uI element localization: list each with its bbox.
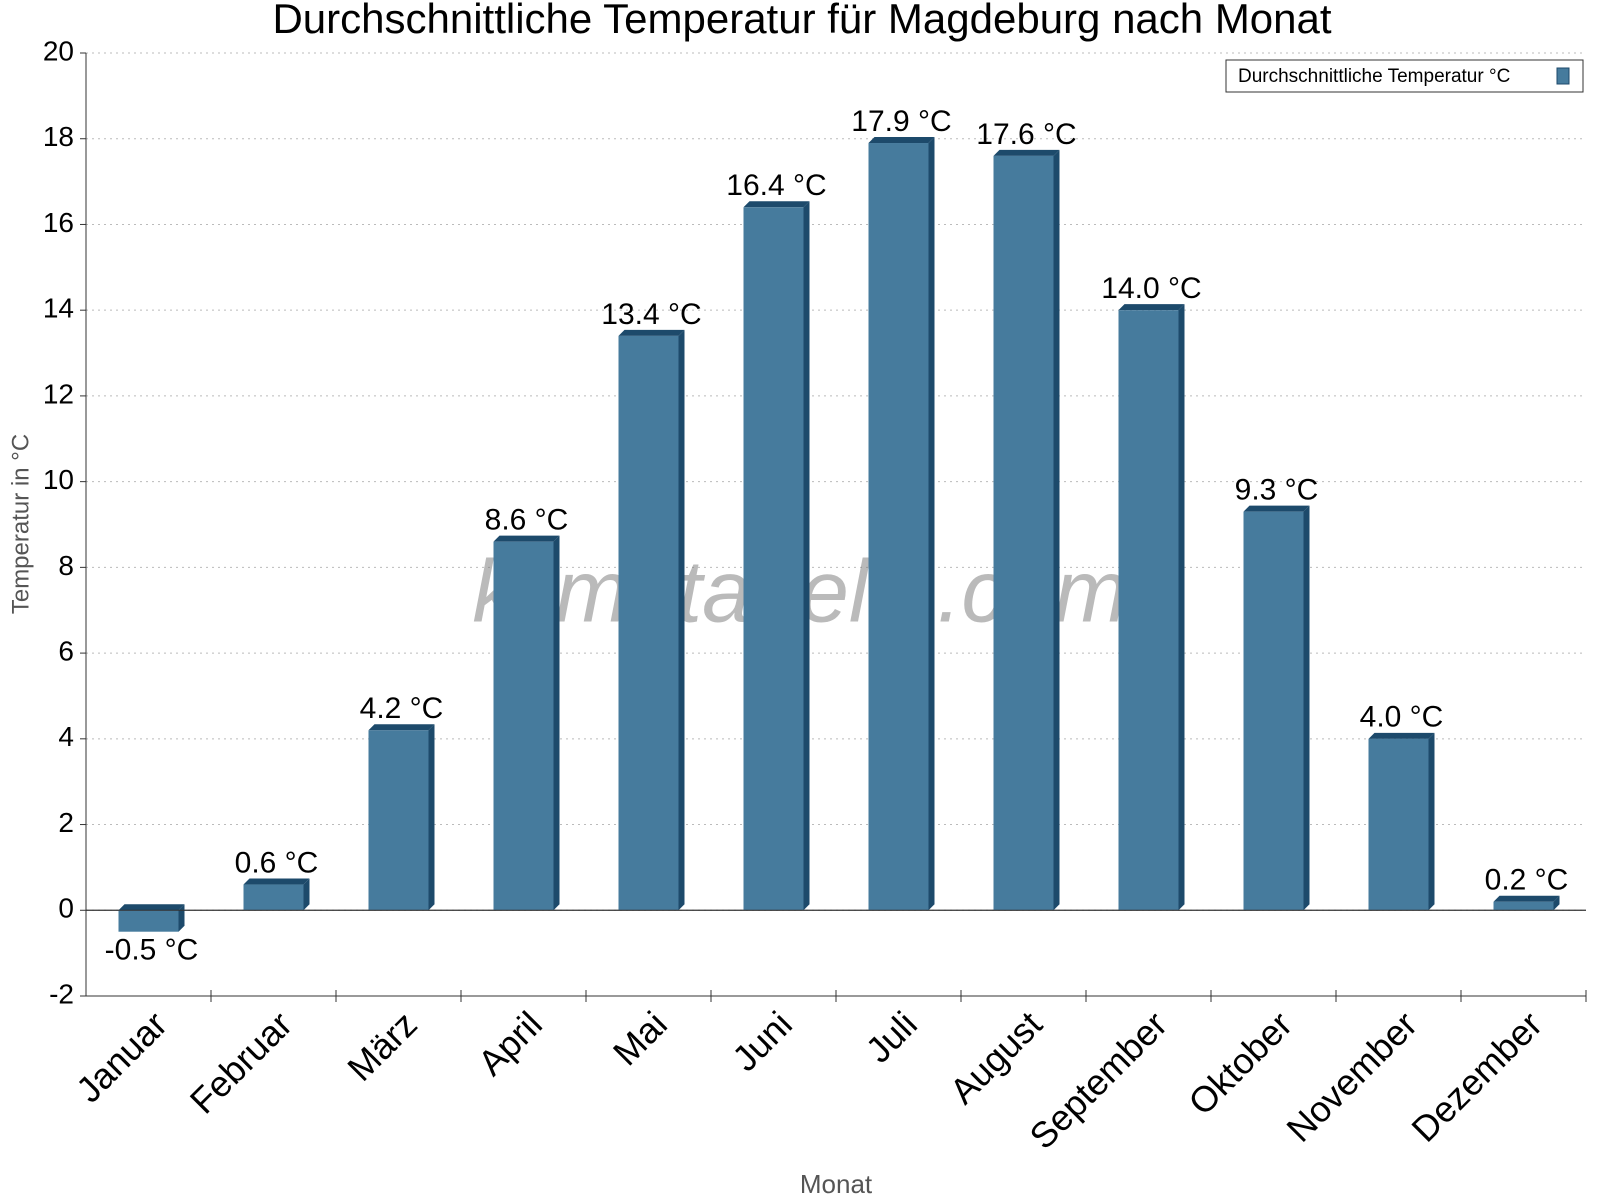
x-tick-label: Februar <box>182 1003 300 1121</box>
bar <box>868 143 929 911</box>
y-axis-label: Temperatur in °C <box>7 434 34 614</box>
bar-top <box>493 535 560 542</box>
bar-side <box>1553 895 1560 911</box>
bar <box>118 910 179 932</box>
y-tick-label: 6 <box>58 635 74 666</box>
x-tick-label: November <box>1278 1003 1424 1149</box>
bar-side <box>928 137 935 911</box>
value-label: 0.2 °C <box>1485 864 1569 897</box>
y-tick-label: -2 <box>49 978 74 1009</box>
value-label: 17.6 °C <box>976 118 1076 151</box>
bar-side <box>178 904 185 932</box>
legend-box <box>1225 59 1584 93</box>
bar-top <box>243 878 310 885</box>
value-label: -0.5 °C <box>105 934 199 967</box>
x-tick-label: Januar <box>68 1003 175 1110</box>
bar-top <box>368 724 435 731</box>
x-axis-label: Monat <box>800 1169 873 1199</box>
x-tick-label: August <box>942 1003 1050 1111</box>
bar <box>1243 511 1304 911</box>
bar-side <box>553 535 560 911</box>
bar-side <box>1178 304 1185 911</box>
bar-side <box>803 201 810 911</box>
y-tick-label: 18 <box>43 121 74 152</box>
bar-side <box>428 724 435 911</box>
bar-top <box>1118 304 1185 311</box>
x-tick-label: März <box>339 1003 425 1089</box>
bar-top <box>993 149 1060 156</box>
bar-top <box>618 329 685 336</box>
bar-top <box>1243 505 1310 512</box>
bar-top <box>118 904 185 911</box>
y-tick-label: 8 <box>58 550 74 581</box>
bar-top <box>743 201 810 208</box>
bar <box>243 884 304 911</box>
value-label: 4.0 °C <box>1360 701 1444 734</box>
y-tick-label: 12 <box>43 378 74 409</box>
bar-top <box>868 137 935 144</box>
bar <box>1368 738 1429 911</box>
x-tick-label: April <box>470 1003 550 1083</box>
y-tick-label: 16 <box>43 207 74 238</box>
value-label: 9.3 °C <box>1235 474 1319 507</box>
y-tick-label: 20 <box>43 35 74 66</box>
bar-side <box>303 878 310 911</box>
bar-side <box>1428 732 1435 911</box>
x-tick-label: Juni <box>724 1003 800 1079</box>
legend-label: Durchschnittliche Temperatur °C <box>1238 66 1510 87</box>
chart-title: Durchschnittliche Temperatur für Magdebu… <box>272 0 1331 42</box>
x-tick-label: Mai <box>605 1003 675 1073</box>
bar <box>368 730 429 911</box>
x-tick-label: September <box>1021 1003 1175 1157</box>
bar-side <box>1053 149 1060 911</box>
legend: Durchschnittliche Temperatur °C <box>1225 59 1584 93</box>
x-tick-label: Juli <box>858 1003 925 1070</box>
bar-side <box>678 329 685 911</box>
value-label: 14.0 °C <box>1101 272 1201 305</box>
bar <box>1118 310 1179 911</box>
value-label: 13.4 °C <box>601 298 701 331</box>
value-label: 17.9 °C <box>851 105 951 138</box>
bar <box>743 207 804 911</box>
bar-side <box>1303 505 1310 911</box>
y-tick-label: 10 <box>43 464 74 495</box>
value-label: 16.4 °C <box>726 169 826 202</box>
legend-swatch <box>1556 67 1570 85</box>
bar-top <box>1493 895 1560 902</box>
value-label: 4.2 °C <box>360 692 444 725</box>
y-tick-label: 0 <box>58 893 74 924</box>
value-label: 8.6 °C <box>485 504 569 537</box>
value-label: 0.6 °C <box>235 846 319 879</box>
x-tick-label: Dezember <box>1403 1003 1549 1149</box>
bar-top <box>1368 732 1435 739</box>
x-tick-label: Oktober <box>1180 1003 1300 1123</box>
bar <box>618 335 679 911</box>
bar <box>1493 901 1554 911</box>
y-tick-label: 14 <box>43 293 74 324</box>
bar <box>993 155 1054 911</box>
y-tick-label: 4 <box>58 721 74 752</box>
bar <box>493 541 554 911</box>
y-tick-label: 2 <box>58 807 74 838</box>
